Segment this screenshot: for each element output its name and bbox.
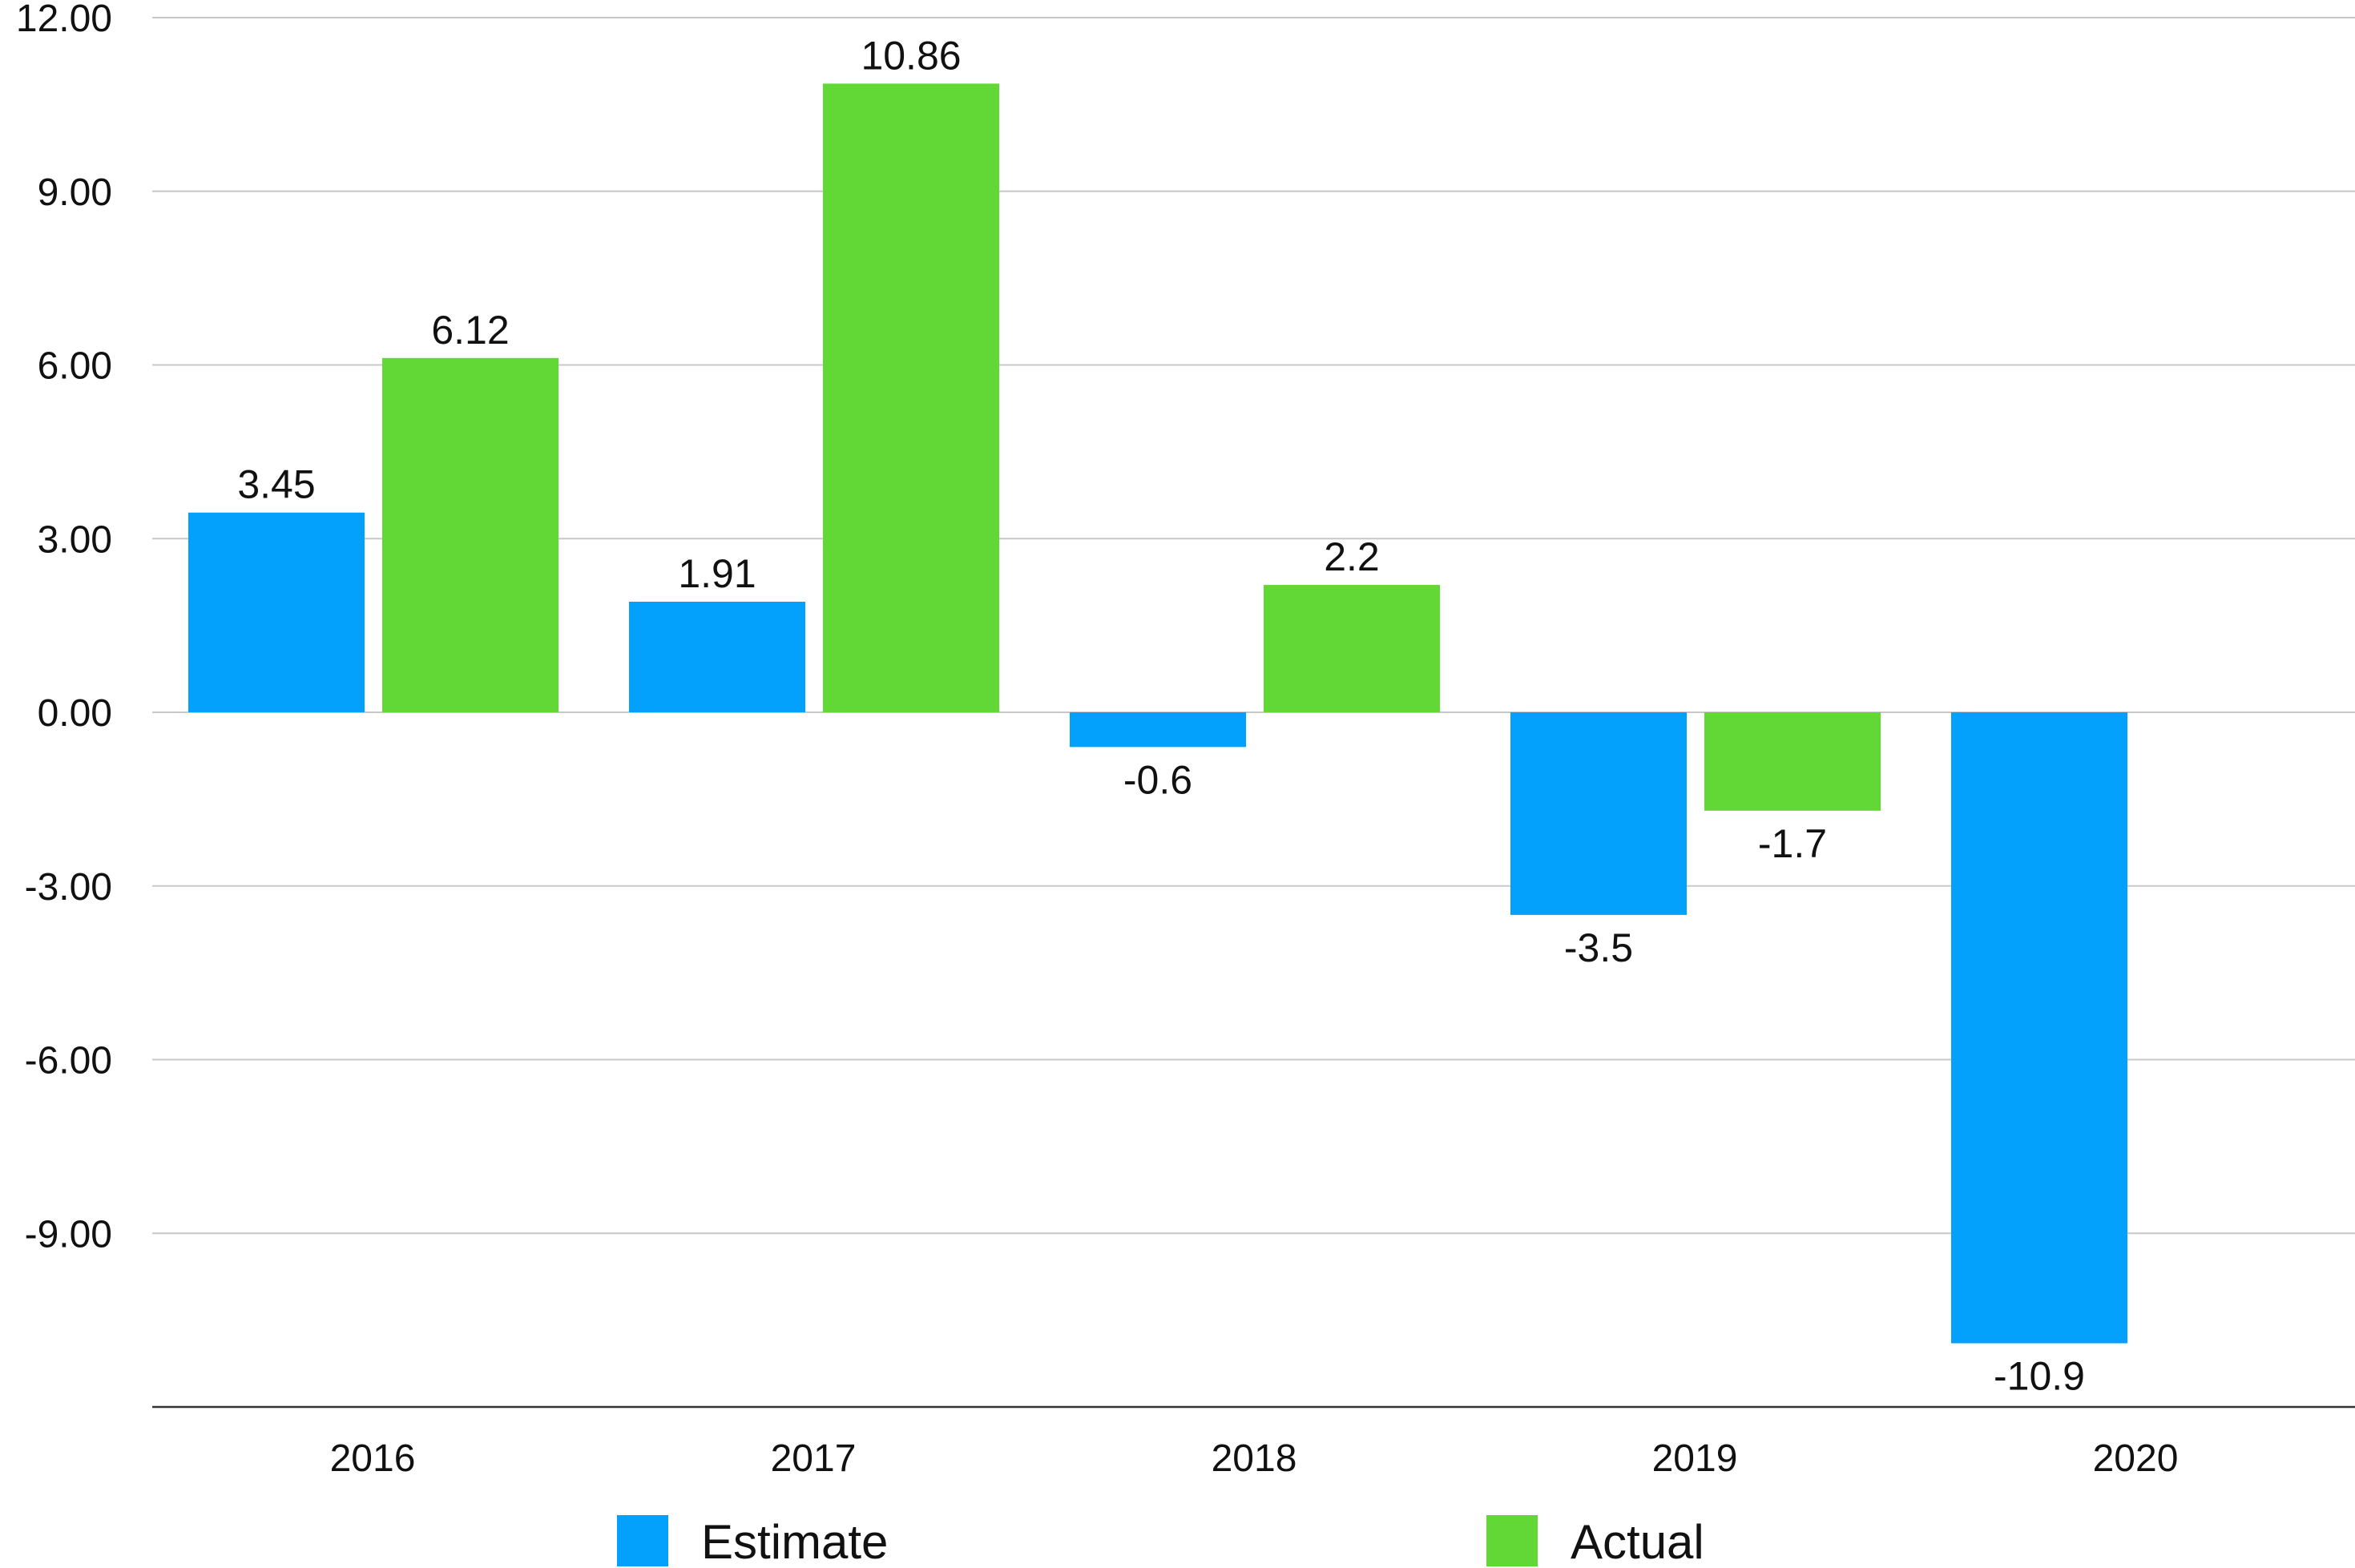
x-tick-label: 2017 (771, 1437, 857, 1480)
legend-swatch-estimate (617, 1515, 668, 1566)
y-tick-label: 12.00 (16, 0, 112, 40)
x-tick-label: 2019 (1652, 1437, 1738, 1480)
data-label: 2.2 (1324, 534, 1380, 579)
bar-estimate-2020 (1951, 712, 2127, 1344)
x-tick-label: 2016 (330, 1437, 416, 1480)
bar-estimate-2017 (629, 602, 805, 712)
y-tick-label: 0.00 (38, 692, 112, 735)
data-label: -3.5 (1564, 925, 1633, 970)
y-tick-label: 3.00 (38, 518, 112, 561)
bars (188, 83, 2127, 1344)
bar-estimate-2019 (1510, 712, 1687, 915)
y-tick-label: -9.00 (25, 1213, 112, 1256)
bar-estimate-2018 (1070, 712, 1246, 748)
x-tick-label: 2018 (1212, 1437, 1297, 1480)
y-tick-label: 6.00 (38, 345, 112, 388)
data-label: -0.6 (1123, 757, 1192, 802)
y-tick-label: -6.00 (25, 1040, 112, 1082)
data-label: 3.45 (237, 462, 315, 507)
legend-label-estimate: Estimate (701, 1515, 888, 1568)
bar-actual-2017 (823, 83, 999, 713)
x-tick-label: 2020 (2093, 1437, 2179, 1480)
data-label: -10.9 (1994, 1354, 2085, 1399)
bar-estimate-2016 (188, 512, 365, 712)
legend-swatch-actual (1486, 1515, 1538, 1566)
data-label: 10.86 (861, 33, 961, 78)
legend: Estimate Actual (617, 1515, 1704, 1568)
legend-label-actual: Actual (1571, 1515, 1704, 1568)
x-axis-ticks: 2016 2017 2018 2019 2020 (330, 1437, 2179, 1480)
bar-actual-2018 (1264, 585, 1440, 712)
data-label: 1.91 (678, 551, 756, 596)
y-tick-label: 9.00 (38, 171, 112, 214)
bar-actual-2016 (382, 357, 559, 712)
y-axis-ticks: 12.00 9.00 6.00 3.00 0.00 -3.00 -6.00 -9.00 (16, 0, 112, 1256)
bar-actual-2019 (1704, 712, 1881, 811)
data-label: -1.7 (1758, 821, 1827, 866)
data-labels: 3.45 6.12 1.91 10.86 -0.6 2.2 -3.5 -1.7 -10.9 (237, 33, 2085, 1398)
y-tick-label: -3.00 (25, 866, 112, 909)
data-label: 6.12 (431, 308, 509, 353)
